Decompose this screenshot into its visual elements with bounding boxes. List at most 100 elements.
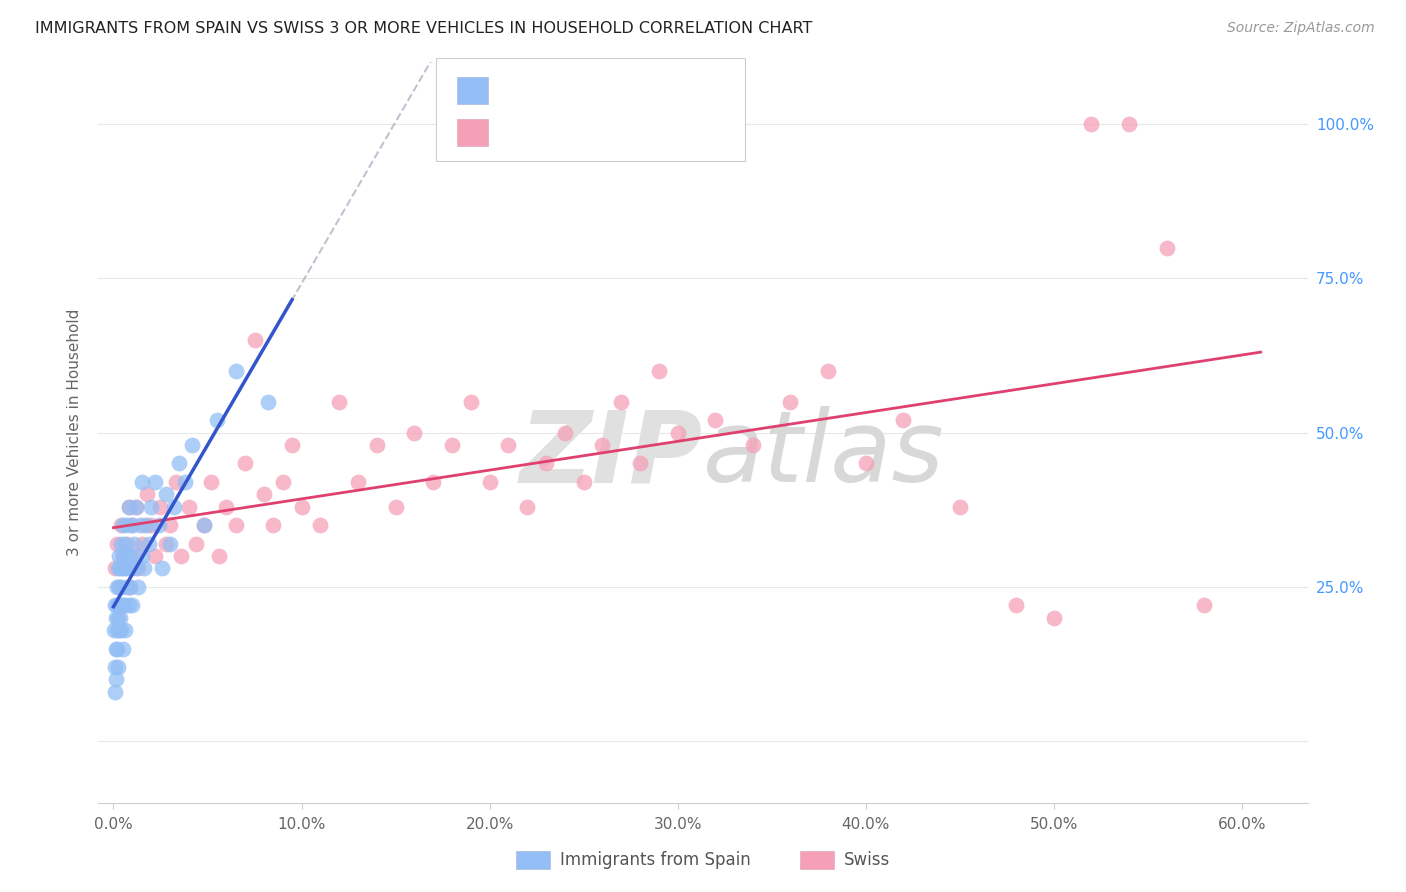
Point bbox=[114, 536, 136, 550]
Point bbox=[366, 438, 388, 452]
Point bbox=[159, 518, 181, 533]
Point bbox=[138, 536, 160, 550]
Point bbox=[110, 599, 132, 613]
Point bbox=[155, 487, 177, 501]
Point bbox=[139, 500, 162, 514]
Point bbox=[122, 536, 145, 550]
Point bbox=[193, 518, 215, 533]
Point bbox=[136, 518, 159, 533]
Point bbox=[328, 394, 350, 409]
Point bbox=[110, 518, 132, 533]
Text: R =: R = bbox=[499, 81, 530, 100]
Point bbox=[704, 413, 727, 427]
Point bbox=[110, 623, 132, 637]
Point bbox=[114, 561, 136, 575]
Point bbox=[111, 549, 134, 563]
Point bbox=[855, 457, 877, 471]
Point bbox=[117, 561, 139, 575]
Point bbox=[1042, 611, 1064, 625]
Point bbox=[110, 580, 132, 594]
Text: N =: N = bbox=[583, 81, 614, 100]
Point bbox=[149, 500, 172, 514]
Text: N =: N = bbox=[583, 124, 614, 142]
Point bbox=[572, 475, 595, 489]
Point bbox=[111, 599, 134, 613]
Point bbox=[155, 536, 177, 550]
Point bbox=[478, 475, 501, 489]
Point bbox=[117, 599, 139, 613]
Point bbox=[131, 536, 153, 550]
Point bbox=[117, 500, 139, 514]
Point bbox=[143, 475, 166, 489]
Point bbox=[108, 623, 131, 637]
Point bbox=[114, 599, 136, 613]
Point bbox=[181, 438, 204, 452]
Point bbox=[666, 425, 689, 440]
Point bbox=[108, 561, 131, 575]
Point bbox=[127, 580, 149, 594]
Point bbox=[170, 549, 193, 563]
Point bbox=[114, 623, 136, 637]
Point bbox=[193, 518, 215, 533]
Point bbox=[591, 438, 613, 452]
Point bbox=[205, 413, 228, 427]
Point bbox=[648, 364, 671, 378]
Point bbox=[225, 518, 247, 533]
Point bbox=[105, 611, 128, 625]
Point bbox=[1005, 599, 1028, 613]
Text: IMMIGRANTS FROM SPAIN VS SWISS 3 OR MORE VEHICLES IN HOUSEHOLD CORRELATION CHART: IMMIGRANTS FROM SPAIN VS SWISS 3 OR MORE… bbox=[35, 21, 813, 36]
Point bbox=[139, 518, 162, 533]
Point bbox=[422, 475, 444, 489]
Point bbox=[516, 500, 538, 514]
Text: 0.350: 0.350 bbox=[534, 81, 591, 100]
Point bbox=[200, 475, 222, 489]
Point bbox=[107, 611, 129, 625]
Point bbox=[628, 457, 651, 471]
Point bbox=[121, 518, 143, 533]
Point bbox=[121, 518, 143, 533]
Point bbox=[104, 641, 127, 656]
Point bbox=[104, 561, 127, 575]
Point bbox=[111, 549, 134, 563]
Point bbox=[174, 475, 197, 489]
Point bbox=[132, 561, 155, 575]
Point bbox=[1118, 117, 1140, 131]
Point bbox=[128, 518, 150, 533]
Text: 0.500: 0.500 bbox=[534, 124, 591, 142]
Point bbox=[125, 561, 148, 575]
Text: atlas: atlas bbox=[703, 407, 945, 503]
Point bbox=[121, 599, 143, 613]
Point bbox=[105, 599, 128, 613]
Point bbox=[111, 518, 134, 533]
Point bbox=[104, 685, 127, 699]
Point bbox=[162, 500, 184, 514]
Point bbox=[125, 500, 148, 514]
Point bbox=[132, 518, 155, 533]
Point bbox=[610, 394, 633, 409]
Point bbox=[108, 580, 131, 594]
Point bbox=[143, 549, 166, 563]
Point bbox=[136, 487, 159, 501]
Point bbox=[111, 641, 134, 656]
Point bbox=[225, 364, 247, 378]
Point bbox=[262, 518, 284, 533]
Point bbox=[122, 549, 145, 563]
Point bbox=[104, 599, 127, 613]
Point bbox=[104, 660, 127, 674]
Point bbox=[103, 623, 125, 637]
Point bbox=[347, 475, 370, 489]
Point bbox=[108, 580, 131, 594]
Point bbox=[779, 394, 801, 409]
Point bbox=[110, 536, 132, 550]
Point bbox=[1080, 117, 1102, 131]
Point bbox=[127, 561, 149, 575]
Point bbox=[253, 487, 276, 501]
Text: ZIP: ZIP bbox=[520, 407, 703, 503]
Y-axis label: 3 or more Vehicles in Household: 3 or more Vehicles in Household bbox=[66, 309, 82, 557]
Point bbox=[150, 561, 173, 575]
Point bbox=[105, 641, 128, 656]
Point bbox=[440, 438, 463, 452]
Point bbox=[108, 599, 131, 613]
Point bbox=[460, 394, 482, 409]
Point bbox=[498, 438, 520, 452]
